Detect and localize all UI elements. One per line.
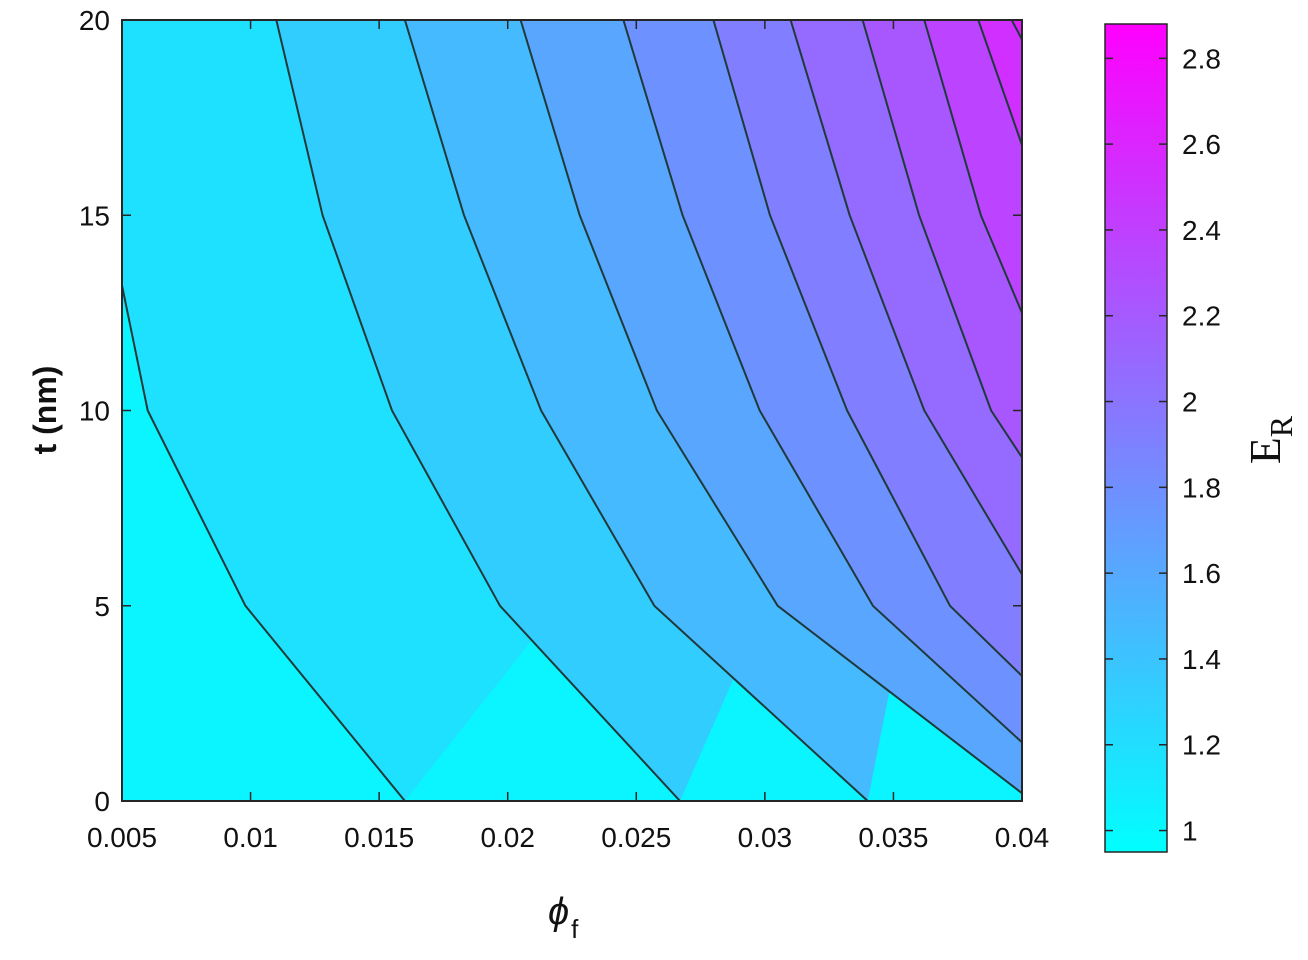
contour-line-3 [519,20,1022,794]
plot-area [122,20,1022,801]
colorbar-ticks: 1 1.2 1.4 1.6 1.8 2 2.2 2.4 2.6 2.8 [1105,43,1221,847]
y-tick-label: 15 [79,200,110,231]
y-tick-label: 10 [79,396,110,427]
x-axis: 0.005 0.01 0.015 0.02 0.025 0.03 0.035 0.04 [87,20,1049,853]
contour-line-7 [861,20,1022,458]
colorbar-tick-label: 2.2 [1182,301,1221,332]
x-tick-label: 0.035 [858,822,928,853]
colorbar-label-subscript: R [1263,415,1299,437]
x-axis-label-subscript: f [571,914,579,944]
colorbar-tick-label: 1.2 [1182,730,1221,761]
x-tick-label: 0.03 [738,822,793,853]
colorbar-tick-label: 2 [1182,387,1198,418]
colorbar-tick-label: 1 [1182,816,1198,847]
y-tick-label: 5 [94,591,110,622]
colorbar [1104,23,1168,853]
contour-line-5 [712,20,1022,677]
x-tick-label: 0.005 [87,822,157,853]
contour-line-4 [622,20,1022,744]
x-tick-label: 0.01 [223,822,278,853]
x-tick-label: 0.04 [995,822,1050,853]
contour-line-9 [977,20,1022,146]
x-axis-label-symbol: ϕ [548,891,569,933]
x-axis-label: ϕf [548,891,579,944]
colorbar-tick-label: 1.4 [1182,644,1221,675]
colorbar-label: ER [1241,415,1299,464]
contour-line-8 [923,20,1022,314]
contour-line-1 [275,20,681,801]
y-tick-label: 20 [79,5,110,36]
contour-line-2 [403,20,869,801]
contour-line-0 [122,285,406,801]
x-tick-label: 0.02 [480,822,535,853]
contour-band-8 [924,20,1022,313]
colorbar-tick-label: 2.8 [1182,43,1221,74]
colorbar-tick-label: 1.6 [1182,558,1221,589]
y-tick-label: 0 [94,786,110,817]
contour-line-10 [1010,20,1022,40]
colorbar-tick-label: 2.6 [1182,129,1221,160]
contour-lines [122,20,1022,801]
contour-fills [122,20,1022,801]
x-tick-label: 0.015 [344,822,414,853]
y-axis-label: t (nm) [27,366,63,455]
y-axis: 0 5 10 15 20 [79,5,1022,817]
colorbar-tick-label: 1.8 [1182,472,1221,503]
x-tick-label: 0.025 [601,822,671,853]
contour-line-6 [789,20,1022,576]
colorbar-tick-label: 2.4 [1182,215,1221,246]
colorbar-label-main: E [1241,437,1290,464]
